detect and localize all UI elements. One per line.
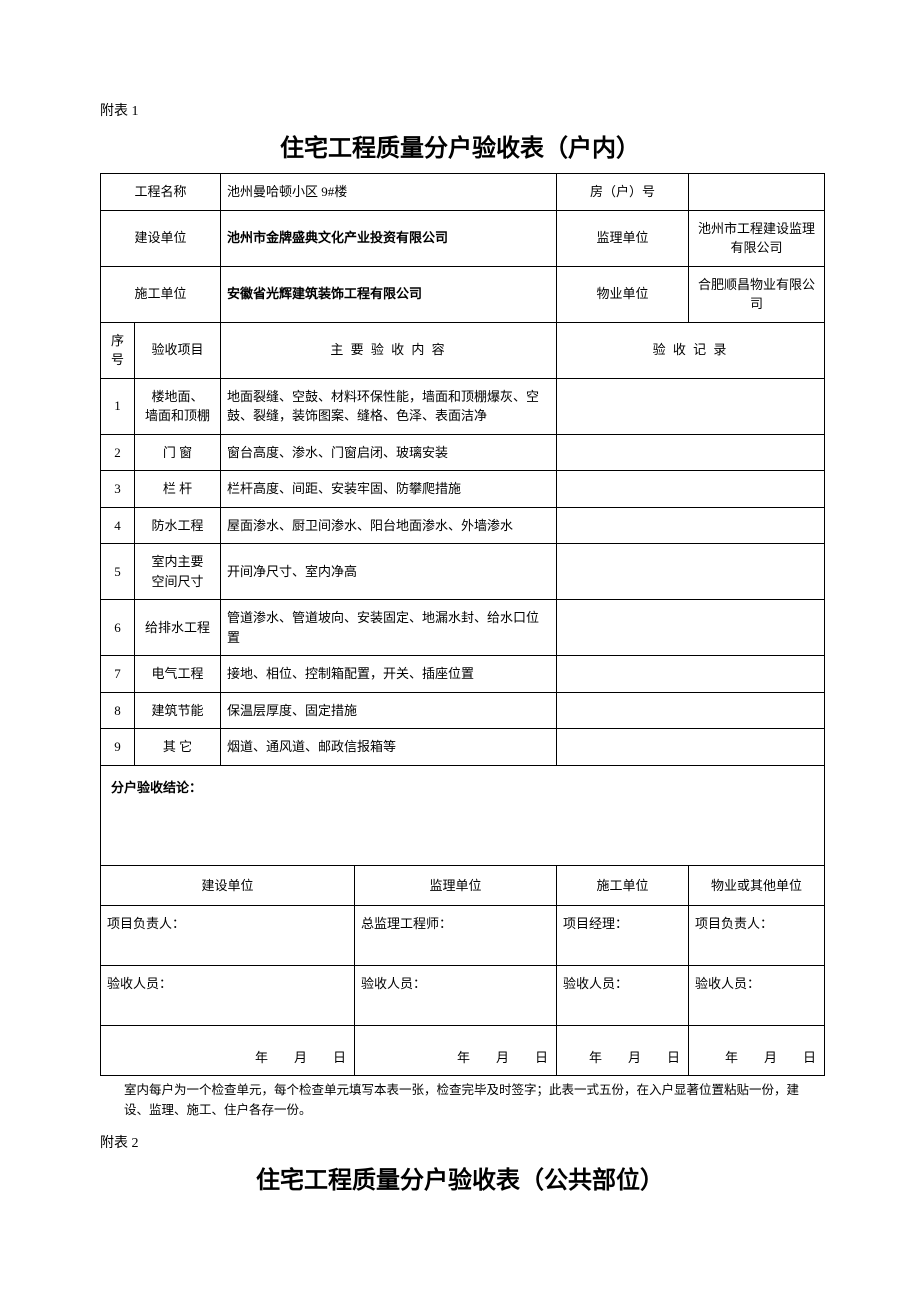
row-seq: 5 bbox=[101, 544, 135, 600]
sig-unit-2: 监理单位 bbox=[355, 865, 557, 906]
row-content: 开间净尺寸、室内净高 bbox=[221, 544, 557, 600]
sig-unit-4: 物业或其他单位 bbox=[689, 865, 825, 906]
row-record bbox=[557, 656, 825, 693]
annex-2-label: 附表 2 bbox=[100, 1132, 820, 1152]
dev-label: 建设单位 bbox=[101, 210, 221, 266]
row-content: 烟道、通风道、邮政信报箱等 bbox=[221, 729, 557, 766]
annex-1-label: 附表 1 bbox=[100, 100, 820, 120]
row-seq: 4 bbox=[101, 507, 135, 544]
row-item: 给排水工程 bbox=[135, 600, 221, 656]
row-content: 栏杆高度、间距、安装牢固、防攀爬措施 bbox=[221, 471, 557, 508]
table-row: 8 建筑节能 保温层厚度、固定措施 bbox=[101, 692, 825, 729]
acceptance-table: 工程名称 池州曼哈顿小区 9#楼 房（户）号 建设单位 池州市金牌盛典文化产业投… bbox=[100, 173, 825, 1076]
sig-role-3: 项目经理： bbox=[557, 906, 689, 966]
table-row: 1 楼地面、 墙面和顶棚 地面裂缝、空鼓、材料环保性能，墙面和顶棚爆灰、空鼓、裂… bbox=[101, 378, 825, 434]
sup-label: 监理单位 bbox=[557, 210, 689, 266]
row-item: 门 窗 bbox=[135, 434, 221, 471]
con-label: 施工单位 bbox=[101, 266, 221, 322]
row-item: 建筑节能 bbox=[135, 692, 221, 729]
table-row: 6 给排水工程 管道渗水、管道坡向、安装固定、地漏水封、给水口位置 bbox=[101, 600, 825, 656]
row-record bbox=[557, 729, 825, 766]
row-seq: 2 bbox=[101, 434, 135, 471]
row-item: 楼地面、 墙面和顶棚 bbox=[135, 378, 221, 434]
table-row: 2 门 窗 窗台高度、渗水、门窗启闭、玻璃安装 bbox=[101, 434, 825, 471]
sig-role-4: 项目负责人： bbox=[689, 906, 825, 966]
sig-date-4: 年 月 日 bbox=[689, 1026, 825, 1076]
room-value bbox=[689, 174, 825, 211]
row-seq: 9 bbox=[101, 729, 135, 766]
prop-label: 物业单位 bbox=[557, 266, 689, 322]
row-record bbox=[557, 692, 825, 729]
sig-staff-4: 验收人员： bbox=[689, 966, 825, 1026]
row-seq: 1 bbox=[101, 378, 135, 434]
page-title-2: 住宅工程质量分户验收表（公共部位） bbox=[100, 1160, 820, 1195]
table-row: 9 其 它 烟道、通风道、邮政信报箱等 bbox=[101, 729, 825, 766]
row-record bbox=[557, 600, 825, 656]
row-seq: 6 bbox=[101, 600, 135, 656]
row-content: 窗台高度、渗水、门窗启闭、玻璃安装 bbox=[221, 434, 557, 471]
row-item: 其 它 bbox=[135, 729, 221, 766]
row-seq: 8 bbox=[101, 692, 135, 729]
table-row: 5 室内主要 空间尺寸 开间净尺寸、室内净高 bbox=[101, 544, 825, 600]
row-content: 管道渗水、管道坡向、安装固定、地漏水封、给水口位置 bbox=[221, 600, 557, 656]
row-item: 防水工程 bbox=[135, 507, 221, 544]
sig-staff-1: 验收人员： bbox=[101, 966, 355, 1026]
sig-role-2: 总监理工程师： bbox=[355, 906, 557, 966]
row-record bbox=[557, 544, 825, 600]
con-value: 安徽省光辉建筑装饰工程有限公司 bbox=[221, 266, 557, 322]
col-item: 验收项目 bbox=[135, 322, 221, 378]
dev-value: 池州市金牌盛典文化产业投资有限公司 bbox=[221, 210, 557, 266]
sig-date-1: 年 月 日 bbox=[101, 1026, 355, 1076]
table-row: 3 栏 杆 栏杆高度、间距、安装牢固、防攀爬措施 bbox=[101, 471, 825, 508]
sup-value: 池州市工程建设监理有限公司 bbox=[689, 210, 825, 266]
row-content: 屋面渗水、厨卫间渗水、阳台地面渗水、外墙渗水 bbox=[221, 507, 557, 544]
col-content: 主 要 验 收 内 容 bbox=[221, 322, 557, 378]
col-record: 验 收 记 录 bbox=[557, 322, 825, 378]
row-record bbox=[557, 507, 825, 544]
row-item: 栏 杆 bbox=[135, 471, 221, 508]
row-seq: 3 bbox=[101, 471, 135, 508]
sig-date-3: 年 月 日 bbox=[557, 1026, 689, 1076]
proj-name-value: 池州曼哈顿小区 9#楼 bbox=[221, 174, 557, 211]
table-row: 7 电气工程 接地、相位、控制箱配置，开关、插座位置 bbox=[101, 656, 825, 693]
row-item: 电气工程 bbox=[135, 656, 221, 693]
prop-value: 合肥顺昌物业有限公司 bbox=[689, 266, 825, 322]
table-row: 4 防水工程 屋面渗水、厨卫间渗水、阳台地面渗水、外墙渗水 bbox=[101, 507, 825, 544]
row-record bbox=[557, 434, 825, 471]
proj-name-label: 工程名称 bbox=[101, 174, 221, 211]
row-seq: 7 bbox=[101, 656, 135, 693]
row-content: 保温层厚度、固定措施 bbox=[221, 692, 557, 729]
sig-staff-2: 验收人员： bbox=[355, 966, 557, 1026]
page-title-1: 住宅工程质量分户验收表（户内） bbox=[100, 128, 820, 163]
sig-role-1: 项目负责人： bbox=[101, 906, 355, 966]
col-seq: 序号 bbox=[101, 322, 135, 378]
row-record bbox=[557, 378, 825, 434]
row-record bbox=[557, 471, 825, 508]
sig-date-2: 年 月 日 bbox=[355, 1026, 557, 1076]
room-label: 房（户）号 bbox=[557, 174, 689, 211]
conclusion-label: 分户验收结论： bbox=[111, 780, 202, 795]
row-content: 地面裂缝、空鼓、材料环保性能，墙面和顶棚爆灰、空鼓、裂缝，装饰图案、缝格、色泽、… bbox=[221, 378, 557, 434]
conclusion-cell: 分户验收结论： bbox=[101, 765, 825, 865]
row-content: 接地、相位、控制箱配置，开关、插座位置 bbox=[221, 656, 557, 693]
sig-unit-1: 建设单位 bbox=[101, 865, 355, 906]
footnote: 室内每户为一个检查单元，每个检查单元填写本表一张，检查完毕及时签字；此表一式五份… bbox=[100, 1076, 820, 1132]
sig-staff-3: 验收人员： bbox=[557, 966, 689, 1026]
sig-unit-3: 施工单位 bbox=[557, 865, 689, 906]
row-item: 室内主要 空间尺寸 bbox=[135, 544, 221, 600]
